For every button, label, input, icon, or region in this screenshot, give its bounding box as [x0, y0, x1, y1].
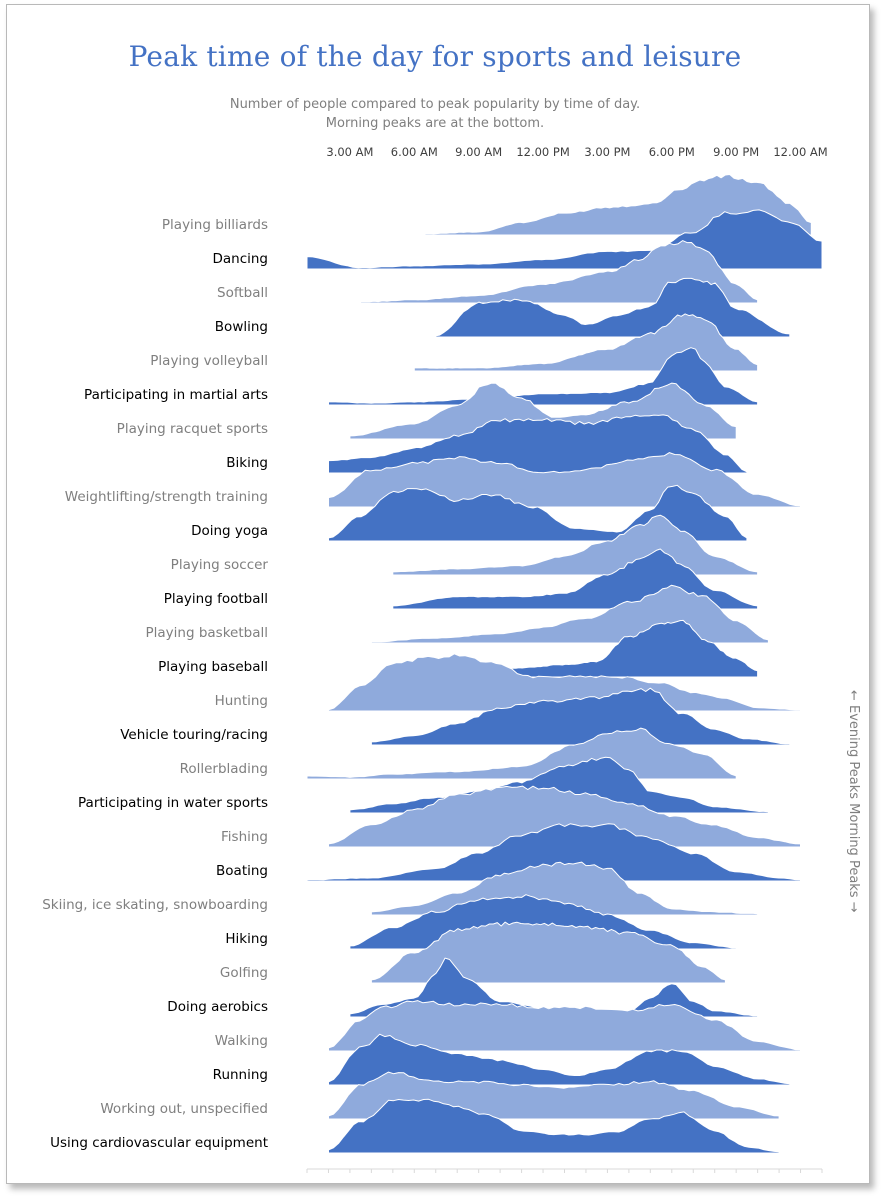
series-label-bowling: Bowling [215, 319, 268, 335]
series-label-playing-basketball: Playing basketball [146, 625, 268, 641]
series-label-playing-volleyball: Playing volleyball [150, 353, 268, 369]
x-tick-label: 3.00 PM [584, 145, 630, 159]
series-label-participating-in-martial-arts: Participating in martial arts [84, 387, 268, 403]
ridge-fishing [328, 785, 801, 848]
ridge-walking [328, 1000, 801, 1052]
series-label-weightlifting-strength-training: Weightlifting/strength training [65, 489, 268, 505]
ridge-participating-in-martial-arts [328, 347, 759, 406]
chart-title: Peak time of the day for sports and leis… [128, 40, 742, 73]
x-tick-label: 12.00 PM [516, 145, 569, 159]
ridge-hunting [328, 653, 801, 712]
series-label-rollerblading: Rollerblading [180, 761, 268, 777]
series-label-using-cardiovascular-equipment: Using cardiovascular equipment [50, 1135, 268, 1151]
chart-subtitle: Number of people compared to peak popula… [0, 95, 870, 133]
x-tick-label: 9.00 PM [713, 145, 759, 159]
series-label-dancing: Dancing [212, 251, 268, 267]
ridge-playing-baseball [478, 619, 759, 678]
series-label-playing-billiards: Playing billiards [162, 217, 268, 233]
series-label-boating: Boating [216, 863, 268, 879]
series-label-walking: Walking [215, 1033, 268, 1049]
series-label-biking: Biking [226, 455, 268, 471]
series-label-playing-football: Playing football [164, 591, 268, 607]
series-label-working-out-unspecified: Working out, unspecified [100, 1101, 268, 1117]
ridge-boating [306, 823, 801, 882]
x-tick-label: 9.00 AM [455, 145, 502, 159]
subtitle-line-1: Number of people compared to peak popula… [229, 97, 641, 112]
series-label-playing-baseball: Playing baseball [158, 659, 268, 675]
series-label-playing-racquet-sports: Playing racquet sports [117, 421, 268, 437]
series-label-vehicle-touring-racing: Vehicle touring/racing [120, 727, 268, 743]
series-label-doing-aerobics: Doing aerobics [167, 999, 268, 1015]
x-tick-label: 6.00 AM [391, 145, 438, 159]
series-label-fishing: Fishing [221, 829, 268, 845]
x-tick-label: 6.00 PM [649, 145, 695, 159]
ridge-using-cardiovascular-equipment [328, 1098, 780, 1154]
series-label-hunting: Hunting [215, 693, 268, 709]
ridge-rollerblading [306, 727, 737, 780]
series-label-hiking: Hiking [225, 931, 268, 947]
ridge-softball [360, 240, 759, 304]
series-label-skiing-ice-skating-snowboarding: Skiing, ice skating, snowboarding [42, 897, 268, 913]
series-label-doing-yoga: Doing yoga [191, 523, 268, 539]
ridge-vehicle-touring-racing [370, 687, 791, 746]
ridge-running [328, 1033, 791, 1086]
series-label-softball: Softball [217, 285, 268, 301]
series-label-playing-soccer: Playing soccer [171, 557, 269, 573]
series-label-participating-in-water-sports: Participating in water sports [78, 795, 268, 811]
series-label-running: Running [213, 1067, 268, 1083]
x-tick-label: 12.00 AM [773, 145, 827, 159]
ridge-golfing [370, 921, 726, 984]
subtitle-line-2: Morning peaks are at the bottom. [325, 116, 545, 131]
evening-morning-peaks-label: ← Evening Peaks Morning Peaks → [846, 690, 861, 913]
series-label-golfing: Golfing [220, 965, 268, 981]
x-tick-label: 3.00 AM [326, 145, 373, 159]
